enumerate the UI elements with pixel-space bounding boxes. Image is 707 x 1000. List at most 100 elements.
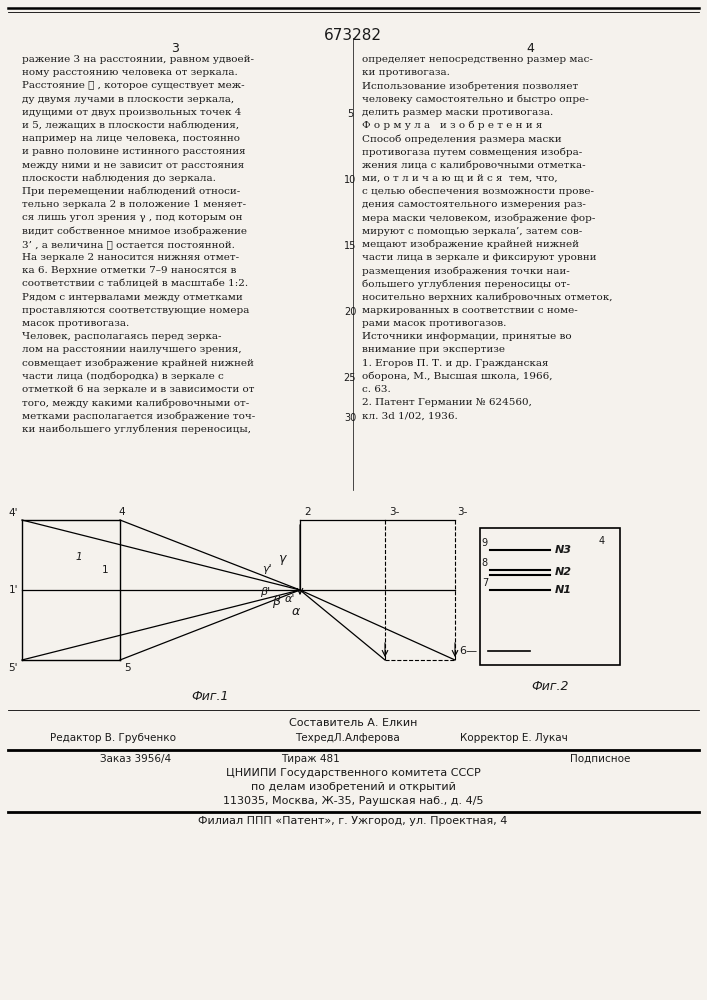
Text: 6—: 6—: [459, 646, 477, 656]
Text: 4': 4': [8, 508, 18, 518]
Text: проставляются соответствующие номера: проставляются соответствующие номера: [22, 306, 250, 315]
Text: На зеркале 2 наносится нижняя отмет-: На зеркале 2 наносится нижняя отмет-: [22, 253, 239, 262]
Text: жения лица с калибровочными отметка-: жения лица с калибровочными отметка-: [362, 161, 585, 170]
Text: оборона, М., Высшая школа, 1966,: оборона, М., Высшая школа, 1966,: [362, 372, 552, 381]
Text: β: β: [272, 595, 280, 608]
Text: N1: N1: [555, 585, 572, 595]
Text: внимание при экспертизе: внимание при экспертизе: [362, 345, 505, 354]
Text: и равно половине истинного расстояния: и равно половине истинного расстояния: [22, 147, 245, 156]
Text: 4: 4: [599, 536, 605, 546]
Text: плоскости наблюдения до зеркала.: плоскости наблюдения до зеркала.: [22, 174, 216, 183]
Text: 1. Егоров П. Т. и др. Гражданская: 1. Егоров П. Т. и др. Гражданская: [362, 359, 549, 368]
Text: мируют с помощью зеркала’, затем сов-: мируют с помощью зеркала’, затем сов-: [362, 227, 583, 236]
Text: 5: 5: [347, 109, 353, 119]
Text: 9: 9: [482, 538, 488, 548]
Text: видит собственное мнимое изображение: видит собственное мнимое изображение: [22, 227, 247, 236]
Text: α: α: [292, 605, 300, 618]
Text: отметкой 6 на зеркале и в зависимости от: отметкой 6 на зеркале и в зависимости от: [22, 385, 255, 394]
Text: лом на расстоянии наилучшего зрения,: лом на расстоянии наилучшего зрения,: [22, 345, 242, 354]
Text: носительно верхних калибровочных отметок,: носительно верхних калибровочных отметок…: [362, 293, 612, 302]
Text: маркированных в соответствии с номе-: маркированных в соответствии с номе-: [362, 306, 578, 315]
Text: противогаза путем совмещения изобра-: противогаза путем совмещения изобра-: [362, 147, 583, 157]
Text: по делам изобретений и открытий: по делам изобретений и открытий: [250, 782, 455, 792]
Text: кл. 3d 1/02, 1936.: кл. 3d 1/02, 1936.: [362, 411, 457, 420]
Text: Редактор В. Грубченко: Редактор В. Грубченко: [50, 733, 176, 743]
Text: например на лице человека, постоянно: например на лице человека, постоянно: [22, 134, 240, 143]
Text: с целью обеспечения возможности прове-: с целью обеспечения возможности прове-: [362, 187, 594, 196]
Text: ми, о т л и ч а ю щ и й с я  тем, что,: ми, о т л и ч а ю щ и й с я тем, что,: [362, 174, 558, 183]
Text: 20: 20: [344, 307, 356, 317]
Text: части лица в зеркале и фиксируют уровни: части лица в зеркале и фиксируют уровни: [362, 253, 597, 262]
Text: α': α': [285, 594, 296, 604]
Text: 5: 5: [124, 663, 131, 673]
Text: ки противогаза.: ки противогаза.: [362, 68, 450, 77]
Text: делить размер маски противогаза.: делить размер маски противогаза.: [362, 108, 554, 117]
Text: 4: 4: [119, 507, 125, 517]
Text: Подписное: Подписное: [570, 754, 631, 764]
Text: 1': 1': [8, 585, 18, 595]
Bar: [480, 528, 620, 665]
Text: 8: 8: [482, 558, 488, 568]
Text: Заказ 3956/4: Заказ 3956/4: [100, 754, 171, 764]
Text: 30: 30: [344, 413, 356, 423]
Text: ду двумя лучами в плоскости зеркала,: ду двумя лучами в плоскости зеркала,: [22, 95, 234, 104]
Text: ЦНИИПИ Государственного комитета СССР: ЦНИИПИ Государственного комитета СССР: [226, 768, 480, 778]
Text: между ними и не зависит от расстояния: между ними и не зависит от расстояния: [22, 161, 244, 170]
Text: γ': γ': [262, 564, 271, 574]
Text: мера маски человеком, изображение фор-: мера маски человеком, изображение фор-: [362, 213, 595, 223]
Text: того, между какими калибровочными от-: того, между какими калибровочными от-: [22, 398, 250, 408]
Text: рами масок противогазов.: рами масок противогазов.: [362, 319, 506, 328]
Text: ному расстоянию человека от зеркала.: ному расстоянию человека от зеркала.: [22, 68, 238, 77]
Text: и 5, лежащих в плоскости наблюдения,: и 5, лежащих в плоскости наблюдения,: [22, 121, 239, 130]
Text: соответствии с таблицей в масштабе 1:2.: соответствии с таблицей в масштабе 1:2.: [22, 279, 248, 288]
Text: большего углубления переносицы от-: большего углубления переносицы от-: [362, 279, 570, 289]
Text: 3-: 3-: [457, 507, 467, 517]
Text: Составитель А. Елкин: Составитель А. Елкин: [289, 718, 417, 728]
Text: 7: 7: [481, 578, 488, 588]
Text: ражение 3 на расстоянии, равном удвоей-: ражение 3 на расстоянии, равном удвоей-: [22, 55, 254, 64]
Text: Тираж 481: Тираж 481: [281, 754, 339, 764]
Text: γ: γ: [278, 552, 286, 565]
Text: 673282: 673282: [324, 28, 382, 43]
Text: метками располагается изображение точ-: метками располагается изображение точ-: [22, 411, 255, 421]
Text: 1: 1: [75, 552, 81, 562]
Text: Фиг.1: Фиг.1: [192, 690, 229, 703]
Text: совмещает изображение крайней нижней: совмещает изображение крайней нижней: [22, 359, 254, 368]
Text: 10: 10: [344, 175, 356, 185]
Text: с. 63.: с. 63.: [362, 385, 391, 394]
Text: β': β': [260, 587, 270, 597]
Text: тельно зеркала 2 в положение 1 меняет-: тельно зеркала 2 в положение 1 меняет-: [22, 200, 246, 209]
Text: Ф о р м у л а   и з о б р е т е н и я: Ф о р м у л а и з о б р е т е н и я: [362, 121, 542, 130]
Text: Корректор Е. Лукач: Корректор Е. Лукач: [460, 733, 568, 743]
Text: размещения изображения точки наи-: размещения изображения точки наи-: [362, 266, 570, 276]
Text: дения самостоятельного измерения раз-: дения самостоятельного измерения раз-: [362, 200, 586, 209]
Text: ТехредЛ.Алферова: ТехредЛ.Алферова: [295, 733, 399, 743]
Text: N3: N3: [555, 545, 572, 555]
Text: Человек, располагаясь перед зерка-: Человек, располагаясь перед зерка-: [22, 332, 221, 341]
Text: Источники информации, принятые во: Источники информации, принятые во: [362, 332, 572, 341]
Text: Фиг.2: Фиг.2: [531, 680, 568, 693]
Text: Рядом с интервалами между отметками: Рядом с интервалами между отметками: [22, 293, 243, 302]
Text: Способ определения размера маски: Способ определения размера маски: [362, 134, 561, 144]
Text: Филиал ППП «Патент», г. Ужгород, ул. Проектная, 4: Филиал ППП «Патент», г. Ужгород, ул. Про…: [198, 816, 508, 826]
Text: ка 6. Верхние отметки 7–9 наносятся в: ка 6. Верхние отметки 7–9 наносятся в: [22, 266, 236, 275]
Text: 113035, Москва, Ж-35, Раушская наб., д. 4/5: 113035, Москва, Ж-35, Раушская наб., д. …: [223, 796, 484, 806]
Text: части лица (подбородка) в зеркале с: части лица (подбородка) в зеркале с: [22, 372, 223, 381]
Text: определяет непосредственно размер мас-: определяет непосредственно размер мас-: [362, 55, 593, 64]
Text: идущими от двух произвольных точек 4: идущими от двух произвольных точек 4: [22, 108, 241, 117]
Text: мещают изображение крайней нижней: мещают изображение крайней нижней: [362, 240, 579, 249]
Text: 25: 25: [344, 373, 356, 383]
Text: 3’ , а величина ℓ остается постоянной.: 3’ , а величина ℓ остается постоянной.: [22, 240, 235, 249]
Text: ся лишь угол зрения γ , под которым он: ся лишь угол зрения γ , под которым он: [22, 213, 243, 222]
Text: 2. Патент Германии № 624560,: 2. Патент Германии № 624560,: [362, 398, 532, 407]
Text: Использование изобретения позволяет: Использование изобретения позволяет: [362, 81, 578, 91]
Text: масок противогаза.: масок противогаза.: [22, 319, 129, 328]
Text: 5': 5': [8, 663, 18, 673]
Text: 4: 4: [526, 42, 534, 55]
Text: ки наибольшего углубления переносицы,: ки наибольшего углубления переносицы,: [22, 425, 251, 434]
Text: 15: 15: [344, 241, 356, 251]
Text: 3: 3: [171, 42, 179, 55]
Text: 3-: 3-: [389, 507, 399, 517]
Text: Расстояние ℓ , которое существует меж-: Расстояние ℓ , которое существует меж-: [22, 81, 245, 90]
Text: N2: N2: [555, 567, 572, 577]
